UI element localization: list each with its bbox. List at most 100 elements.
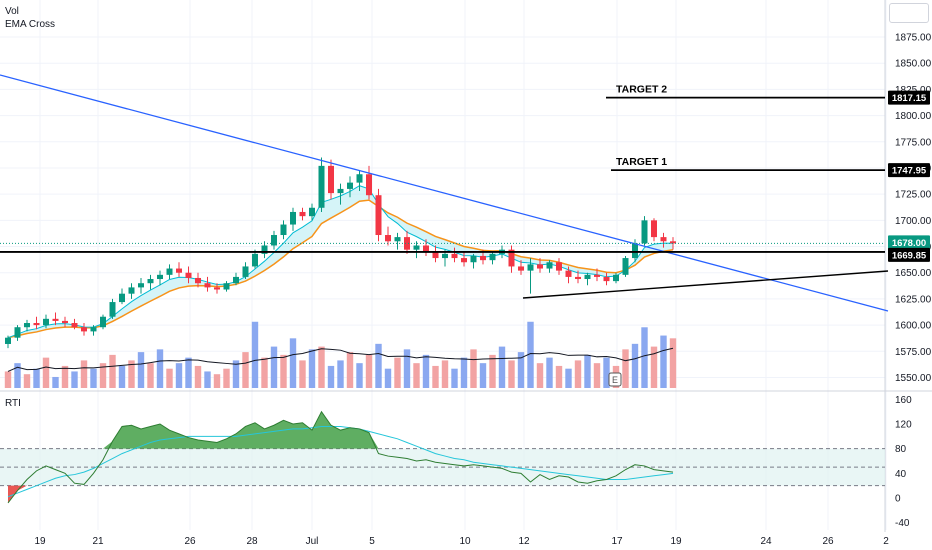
volume-bar — [318, 346, 325, 388]
last-price-tag-bg — [888, 235, 930, 250]
volume-bar — [660, 335, 667, 388]
volume-bar — [118, 365, 126, 388]
candle-body — [119, 293, 125, 303]
candle-body — [157, 274, 163, 280]
candle-body — [309, 207, 315, 217]
candle-body — [290, 211, 296, 225]
legend-vol[interactable]: Vol — [5, 6, 19, 17]
time-tick-label: 10 — [459, 536, 471, 547]
candle-body — [537, 264, 543, 269]
candle-body — [252, 253, 258, 267]
time-tick-label: 28 — [246, 536, 258, 547]
candle-body — [432, 251, 439, 259]
rti-line — [7, 410, 674, 504]
volume-bar — [384, 368, 392, 388]
candle-body — [214, 287, 220, 290]
candle-body — [166, 268, 173, 275]
price-axis[interactable]: 1875.001850.001825.001800.001775.001750.… — [895, 33, 932, 385]
last-price-tag: 1678.00 — [892, 238, 926, 249]
target1-price-tag-bg — [888, 163, 930, 178]
volume-bar — [61, 365, 69, 388]
price-tick-label: 1875.00 — [895, 33, 932, 44]
volume-bar — [650, 346, 658, 388]
candle-body — [575, 276, 581, 280]
price-tick-label: 1575.00 — [895, 347, 932, 358]
time-tick-label: 19 — [34, 536, 46, 547]
candle-body — [337, 188, 344, 194]
candle-body — [556, 262, 562, 271]
time-tick-label: 21 — [92, 536, 104, 547]
candle-body — [603, 276, 610, 282]
volume-bar — [622, 349, 629, 388]
volume-bar — [356, 363, 363, 388]
candles[interactable] — [5, 157, 676, 349]
volume-bar — [289, 338, 297, 388]
candle-body — [451, 253, 458, 259]
volume-bar — [4, 371, 12, 388]
volume-bar — [441, 360, 449, 388]
candle-body — [622, 258, 629, 275]
volume-bar — [365, 354, 373, 388]
candle-body — [299, 211, 306, 217]
candle-body — [52, 318, 59, 321]
volume-bar — [280, 354, 287, 388]
candle-body — [43, 318, 49, 326]
volume-bar — [42, 357, 50, 388]
candle-body — [670, 241, 676, 244]
rti-axis: 160 120 80 40 0 -40 — [895, 395, 912, 529]
candle-body — [404, 237, 410, 250]
volume-bar — [109, 354, 116, 388]
candle-body — [223, 283, 230, 290]
volume-bar — [413, 363, 420, 388]
volume-bar — [479, 363, 487, 388]
volume-bar — [460, 357, 468, 388]
price-tick-label: 1825.00 — [895, 85, 932, 96]
volume-bar — [603, 357, 610, 388]
candle-body — [632, 243, 638, 259]
price-scale-menu-button[interactable] — [889, 3, 929, 23]
volume-bar — [669, 338, 677, 388]
target2-label: TARGET 2 — [616, 84, 667, 96]
candle-body — [613, 274, 619, 282]
ema-band — [7, 185, 674, 339]
volume-bar — [375, 343, 382, 388]
time-tick-label: 12 — [518, 536, 530, 547]
legend-rti[interactable]: RTI — [5, 398, 21, 409]
legend-ema[interactable]: EMA Cross — [5, 19, 56, 30]
candle-body — [375, 195, 382, 236]
volume-bar — [517, 352, 525, 388]
volume-bar — [631, 343, 639, 388]
rti-signal-line — [7, 425, 674, 498]
candle-body — [651, 220, 657, 238]
resistance-trendline — [0, 74, 889, 312]
candle-body — [347, 182, 353, 189]
candle-body — [261, 245, 268, 254]
rti-lines — [7, 410, 674, 504]
volume-bar — [71, 371, 78, 388]
rti-tick-label: 120 — [895, 420, 912, 431]
time-tick-label: Jul — [306, 536, 319, 547]
volume-bar — [204, 371, 211, 388]
time-tick-label: 24 — [760, 536, 772, 547]
volume-bar — [194, 365, 202, 388]
volume-bar — [185, 357, 192, 388]
time-tick-label: 26 — [822, 536, 834, 547]
trendlines[interactable] — [0, 74, 889, 312]
candle-body — [185, 272, 192, 278]
candle-body — [394, 237, 401, 242]
candle-body — [584, 274, 591, 280]
time-tick-label: 19 — [670, 536, 682, 547]
candle-body — [641, 220, 648, 244]
candle-body — [81, 327, 87, 332]
volume-bar — [232, 360, 240, 388]
candle-body — [100, 316, 106, 328]
volume-bar — [346, 352, 354, 388]
volume-bar — [498, 346, 506, 388]
volume-bar — [593, 363, 601, 388]
volume-ma-line — [7, 347, 674, 372]
volume-bar — [565, 368, 572, 388]
time-axis[interactable]: 19 21 26 28 Jul 5 10 12 17 19 24 26 2 — [34, 536, 889, 547]
candle-body — [14, 327, 21, 338]
